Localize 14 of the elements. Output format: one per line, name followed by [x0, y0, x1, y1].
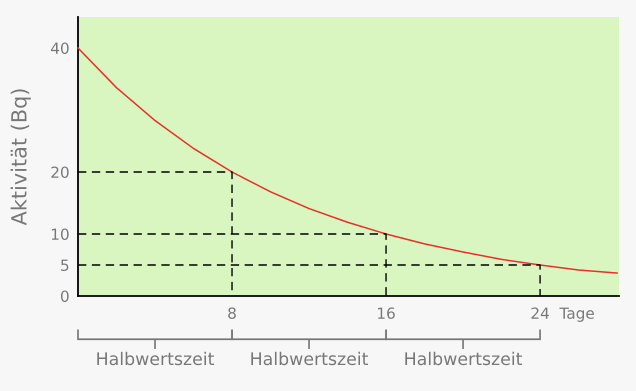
- y-tick-label: 5: [61, 260, 68, 272]
- text: Halbwertszeit: [405, 352, 522, 366]
- y-tick-label: 10: [52, 228, 69, 240]
- y-tick-label: 0: [60, 290, 69, 302]
- x-tick-label: 8: [228, 307, 236, 319]
- y-axis-title: Aktivität (Bq): [10, 89, 31, 226]
- text: Halbwertszeit: [97, 352, 214, 366]
- y-tick-label: 20: [51, 166, 69, 178]
- x-axis-title: Tage: [559, 308, 594, 322]
- text: Halbwertszeit: [251, 352, 368, 366]
- x-tick-label: 24: [531, 307, 549, 319]
- y-tick-label: 40: [50, 42, 69, 54]
- line-series: [77, 47, 618, 274]
- x-tick-label: 16: [378, 307, 395, 319]
